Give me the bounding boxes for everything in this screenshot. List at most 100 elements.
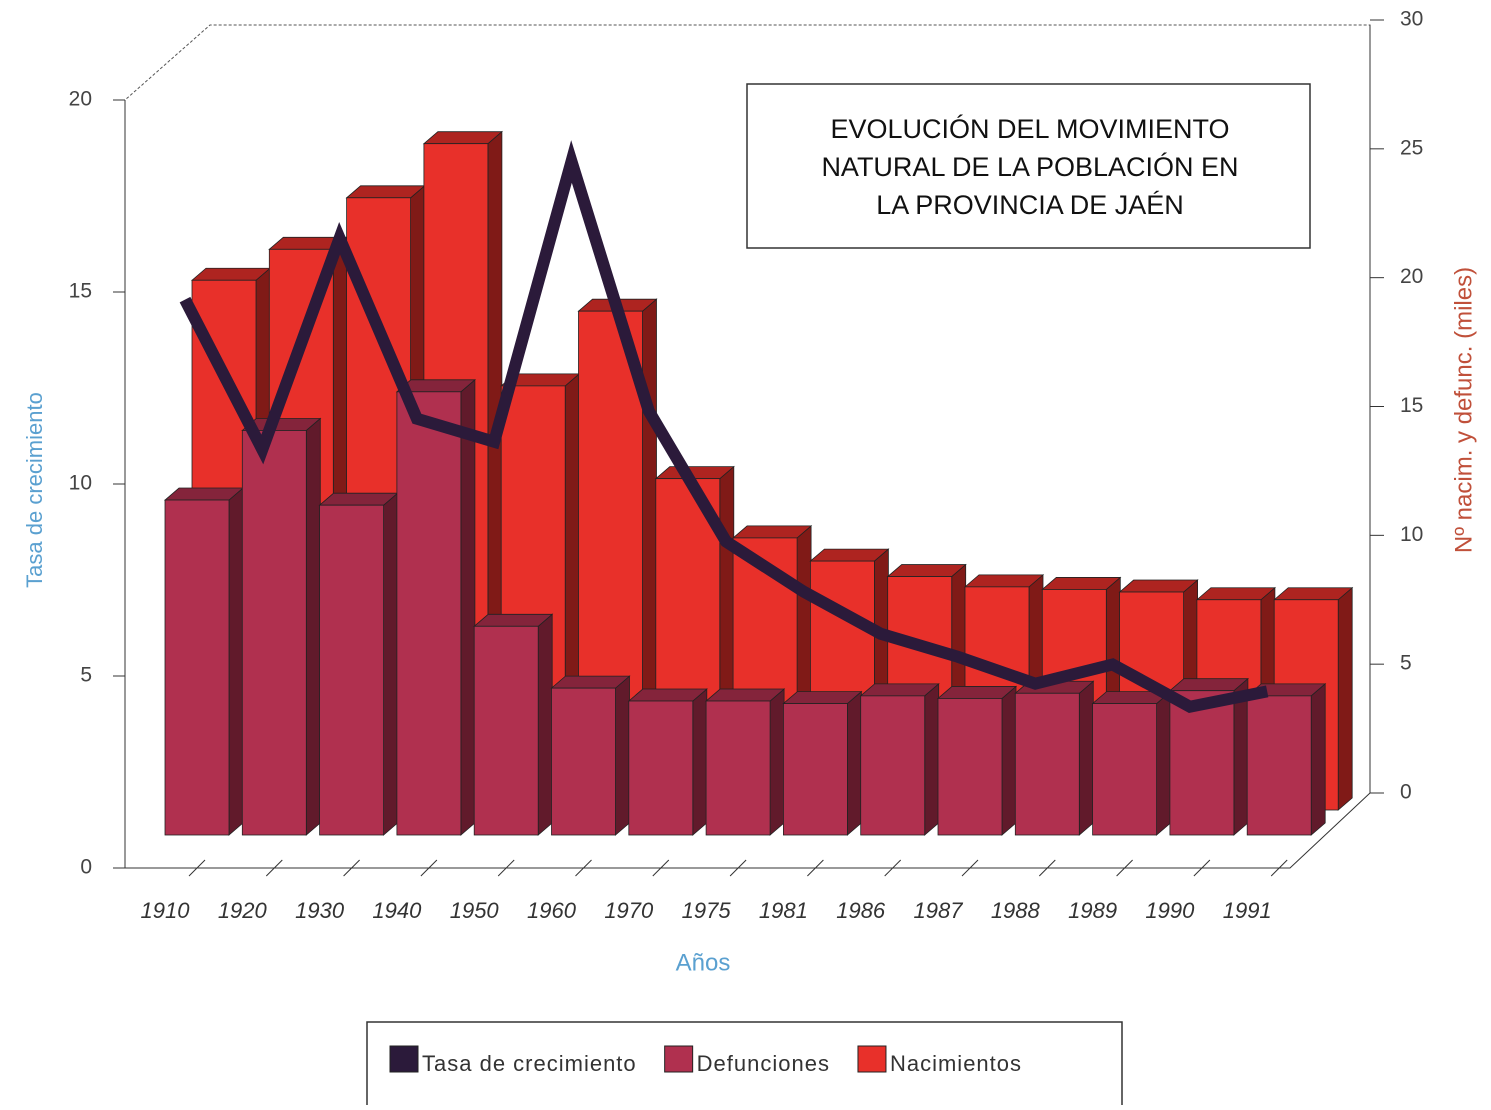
y-tick-label: 0: [80, 856, 92, 879]
bar-top: [1168, 678, 1249, 692]
bar: [1014, 692, 1080, 836]
bar-top: [859, 683, 940, 697]
bar-side: [1001, 685, 1017, 836]
bar-side: [769, 688, 785, 836]
y-tick-label: 5: [80, 664, 92, 687]
bar-top: [732, 525, 813, 539]
x-tick-label: 1920: [218, 898, 268, 923]
legend-label: Defunciones: [697, 1051, 830, 1076]
bar-top: [422, 131, 503, 145]
bar-top: [705, 688, 786, 702]
line: [179, 140, 1269, 714]
x-tick: [265, 859, 283, 877]
x-tick: [807, 859, 824, 877]
x-tick: [497, 859, 515, 877]
y2-tick-label: 10: [1400, 523, 1423, 546]
bar-top: [1195, 587, 1276, 601]
legend-swatch: [389, 1045, 419, 1073]
x-tick-label: 1930: [295, 898, 345, 923]
bar-top: [886, 564, 967, 577]
bar: [1169, 690, 1235, 836]
y-axis-label: Tasa de crecimiento: [22, 392, 47, 588]
x-tick: [1116, 859, 1133, 877]
bar-top: [936, 686, 1018, 699]
x-tick: [1038, 859, 1056, 877]
legend-swatch: [857, 1045, 887, 1073]
x-tick: [729, 859, 747, 877]
floor: [125, 792, 1371, 869]
y2-tick-label: 15: [1400, 394, 1423, 417]
bar-side: [228, 487, 244, 836]
bar: [241, 430, 307, 836]
x-tick-label: 1987: [914, 898, 964, 923]
bar-side: [1337, 586, 1353, 811]
y2-tick-label: 5: [1400, 652, 1412, 675]
bar-top: [1118, 579, 1199, 593]
bar-top: [627, 688, 708, 702]
bar-side: [692, 688, 708, 836]
x-tick-label: 1940: [372, 898, 422, 923]
title-box: [746, 83, 1311, 249]
bar-top: [654, 466, 735, 480]
bar: [705, 700, 771, 836]
x-tick-label: 1981: [759, 898, 808, 923]
bar: [860, 695, 926, 836]
x-tick: [884, 859, 902, 877]
x-tick-label: 1988: [991, 898, 1041, 923]
bar: [628, 700, 694, 836]
bar-side: [924, 682, 940, 836]
bar-side: [1078, 680, 1094, 836]
x-tick-label: 1975: [682, 898, 732, 923]
bar-top: [1041, 577, 1122, 590]
x-tick: [652, 859, 670, 877]
y-tick-label: 20: [69, 88, 92, 111]
x-axis-label: Años: [676, 949, 731, 976]
bar: [551, 687, 616, 836]
y2-tick-label: 20: [1400, 265, 1423, 288]
x-tick-label: 1970: [604, 898, 654, 923]
y2-tick-label: 0: [1400, 781, 1412, 804]
x-tick: [420, 859, 438, 877]
bar-top: [473, 613, 554, 627]
x-tick-label: 1991: [1223, 898, 1272, 923]
chart-title: NATURAL DE LA POBLACIÓN EN: [821, 151, 1238, 182]
bar-top: [190, 267, 272, 281]
bar-top: [163, 487, 245, 501]
bar: [1092, 703, 1157, 836]
bar: [783, 703, 848, 836]
bar-side: [1156, 690, 1171, 836]
y-tick-label: 15: [69, 280, 92, 303]
bar: [937, 698, 1003, 836]
bar-side: [847, 690, 862, 836]
bar-top: [1273, 587, 1354, 601]
x-tick: [575, 859, 592, 877]
legend-label: Tasa de crecimiento: [422, 1051, 637, 1076]
x-tick-label: 1989: [1068, 898, 1117, 923]
legend-box: [366, 1021, 1123, 1110]
x-tick-label: 1910: [141, 898, 191, 923]
bar-top: [318, 492, 399, 506]
bar-side: [305, 417, 321, 836]
legend-swatch: [664, 1045, 694, 1073]
bar-side: [1310, 682, 1326, 836]
bar: [396, 391, 462, 836]
chart-title: LA PROVINCIA DE JAÉN: [876, 190, 1184, 220]
x-tick-label: 1990: [1145, 898, 1195, 923]
y2-tick-label: 30: [1400, 8, 1423, 31]
bar-side: [537, 613, 553, 836]
x-tick: [1193, 859, 1211, 877]
legend-label: Nacimientos: [890, 1051, 1022, 1076]
bar: [473, 625, 539, 836]
y2-tick-label: 25: [1400, 136, 1423, 159]
bar-side: [383, 492, 399, 836]
bar: [164, 499, 230, 836]
x-tick: [1270, 859, 1288, 877]
bar: [319, 504, 385, 836]
bar-top: [550, 675, 631, 689]
x-tick-label: 1950: [450, 898, 500, 923]
x-tick: [188, 859, 206, 877]
bar-top: [963, 574, 1045, 588]
x-tick: [343, 859, 360, 877]
x-tick-label: 1960: [527, 898, 577, 923]
